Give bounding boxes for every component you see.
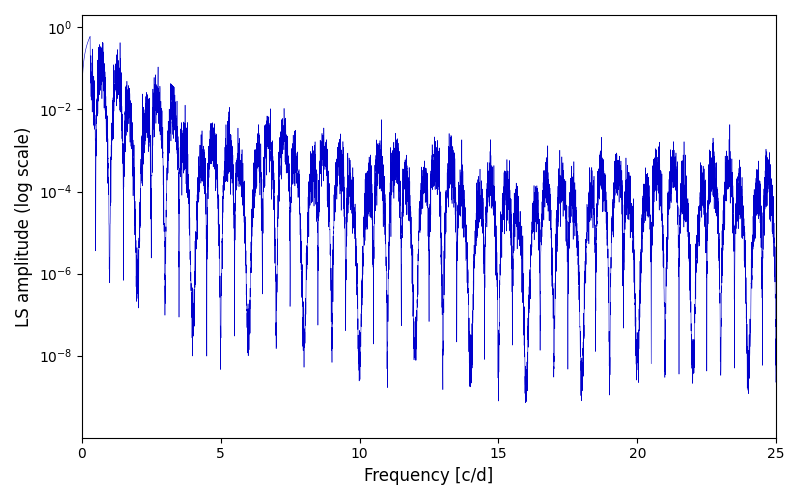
Y-axis label: LS amplitude (log scale): LS amplitude (log scale) bbox=[15, 126, 33, 326]
X-axis label: Frequency [c/d]: Frequency [c/d] bbox=[364, 467, 494, 485]
